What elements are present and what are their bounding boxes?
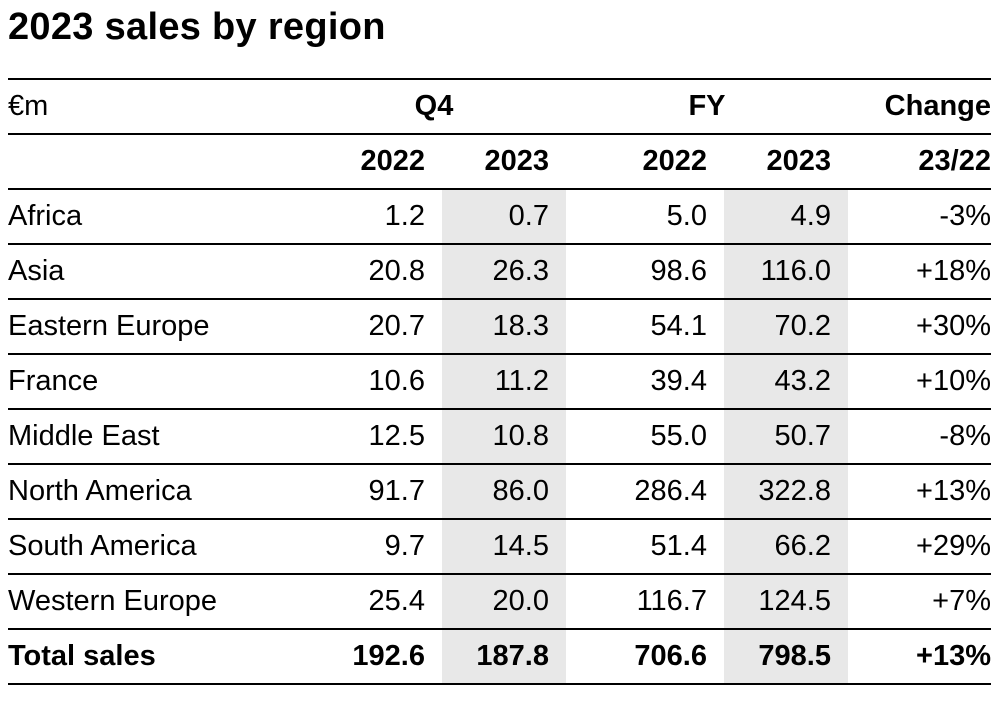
value-cell: +10%: [848, 353, 991, 409]
value-cell: 706.6: [566, 628, 724, 685]
value-cell: 54.1: [566, 298, 724, 354]
value-cell: 51.4: [566, 518, 724, 574]
value-cell: 18.3: [442, 298, 566, 354]
value-cell: 5.0: [566, 188, 724, 244]
value-cell: 26.3: [442, 243, 566, 299]
column-header-row: 2022 2023 2022 2023 23/22: [8, 133, 991, 189]
column-header: 2023: [724, 133, 848, 189]
value-cell: -3%: [848, 188, 991, 244]
value-cell: 286.4: [566, 463, 724, 519]
fy-group-header: FY: [566, 78, 848, 134]
value-cell: 798.5: [724, 628, 848, 685]
value-cell: 39.4: [566, 353, 724, 409]
value-cell: 50.7: [724, 408, 848, 464]
region-label: South America: [8, 518, 302, 574]
value-cell: +13%: [848, 463, 991, 519]
value-cell: 4.9: [724, 188, 848, 244]
region-label: Asia: [8, 243, 302, 299]
region-label: Africa: [8, 188, 302, 244]
table-row: Africa 1.2 0.7 5.0 4.9 -3%: [8, 188, 991, 244]
value-cell: -8%: [848, 408, 991, 464]
value-cell: 43.2: [724, 353, 848, 409]
table-row: Western Europe 25.4 20.0 116.7 124.5 +7%: [8, 573, 991, 629]
region-label: North America: [8, 463, 302, 519]
unit-label: €m: [8, 78, 302, 134]
value-cell: 86.0: [442, 463, 566, 519]
value-cell: 91.7: [302, 463, 442, 519]
table-row: France 10.6 11.2 39.4 43.2 +10%: [8, 353, 991, 409]
empty-header-cell: [8, 133, 302, 189]
column-header: 2022: [566, 133, 724, 189]
value-cell: 66.2: [724, 518, 848, 574]
value-cell: +18%: [848, 243, 991, 299]
column-header: 23/22: [848, 133, 991, 189]
value-cell: 124.5: [724, 573, 848, 629]
value-cell: 20.0: [442, 573, 566, 629]
value-cell: 70.2: [724, 298, 848, 354]
sales-table: €m Q4 FY Change 2022 2023 2022 2023 23/2…: [8, 78, 991, 685]
region-label: Middle East: [8, 408, 302, 464]
value-cell: +29%: [848, 518, 991, 574]
value-cell: 12.5: [302, 408, 442, 464]
total-label: Total sales: [8, 628, 302, 685]
region-label: France: [8, 353, 302, 409]
column-header: 2022: [302, 133, 442, 189]
q4-group-header: Q4: [302, 78, 566, 134]
value-cell: 116.7: [566, 573, 724, 629]
value-cell: 187.8: [442, 628, 566, 685]
group-header-row: €m Q4 FY Change: [8, 78, 991, 134]
table-row: Eastern Europe 20.7 18.3 54.1 70.2 +30%: [8, 298, 991, 354]
value-cell: 98.6: [566, 243, 724, 299]
value-cell: 322.8: [724, 463, 848, 519]
value-cell: +30%: [848, 298, 991, 354]
region-label: Western Europe: [8, 573, 302, 629]
table-row: Middle East 12.5 10.8 55.0 50.7 -8%: [8, 408, 991, 464]
value-cell: +7%: [848, 573, 991, 629]
value-cell: 9.7: [302, 518, 442, 574]
table-row: Asia 20.8 26.3 98.6 116.0 +18%: [8, 243, 991, 299]
value-cell: 20.7: [302, 298, 442, 354]
column-header: 2023: [442, 133, 566, 189]
value-cell: 14.5: [442, 518, 566, 574]
value-cell: 192.6: [302, 628, 442, 685]
value-cell: 10.6: [302, 353, 442, 409]
table-row: South America 9.7 14.5 51.4 66.2 +29%: [8, 518, 991, 574]
value-cell: 20.8: [302, 243, 442, 299]
value-cell: 11.2: [442, 353, 566, 409]
value-cell: 55.0: [566, 408, 724, 464]
value-cell: 0.7: [442, 188, 566, 244]
value-cell: 116.0: [724, 243, 848, 299]
region-label: Eastern Europe: [8, 298, 302, 354]
table-row: North America 91.7 86.0 286.4 322.8 +13%: [8, 463, 991, 519]
value-cell: 25.4: [302, 573, 442, 629]
value-cell: 1.2: [302, 188, 442, 244]
value-cell: +13%: [848, 628, 991, 685]
table-title: 2023 sales by region: [8, 6, 386, 48]
value-cell: 10.8: [442, 408, 566, 464]
change-group-header: Change: [848, 78, 991, 134]
total-row: Total sales 192.6 187.8 706.6 798.5 +13%: [8, 628, 991, 685]
